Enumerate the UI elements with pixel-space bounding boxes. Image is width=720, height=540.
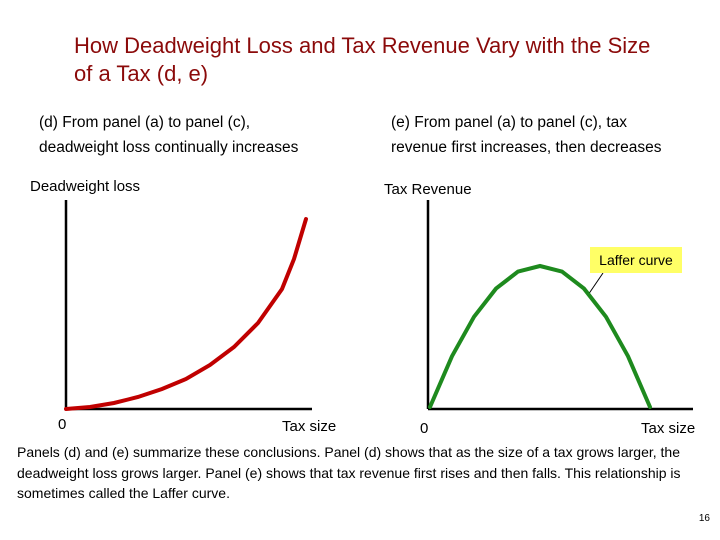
- panel-d-x-axis-label: Tax size: [282, 418, 337, 435]
- laffer-callout-pointer: [587, 272, 604, 296]
- panel-e-origin-label: 0: [420, 420, 429, 437]
- deadweight-loss-curve: [64, 217, 308, 411]
- panel-d-caption: (d) From panel (a) to panel (c), deadwei…: [39, 110, 369, 160]
- panel-e-x-axis-label: Tax size: [641, 420, 696, 437]
- page-number: 16: [698, 513, 710, 524]
- panel-e-caption-line2: revenue first increases, then decreases: [391, 139, 662, 156]
- panel-d-origin-label: 0: [58, 416, 67, 433]
- panel-e-caption: (e) From panel (a) to panel (c), tax rev…: [391, 110, 720, 160]
- panel-e-y-axis-label: Tax Revenue: [384, 181, 472, 198]
- panel-d-caption-line2: deadweight loss continually increases: [39, 139, 299, 156]
- panel-d-y-axis-label: Deadweight loss: [30, 178, 141, 195]
- laffer-curve-label: Laffer curve: [590, 247, 682, 273]
- panel-d-caption-line1: (d) From panel (a) to panel (c),: [39, 114, 251, 131]
- slide-title: How Deadweight Loss and Tax Revenue Vary…: [74, 33, 651, 86]
- laffer-curve: [428, 263, 652, 409]
- panel-e-caption-line1: (e) From panel (a) to panel (c), tax: [391, 114, 628, 131]
- summary-text: Panels (d) and (e) summarize these concl…: [17, 444, 681, 501]
